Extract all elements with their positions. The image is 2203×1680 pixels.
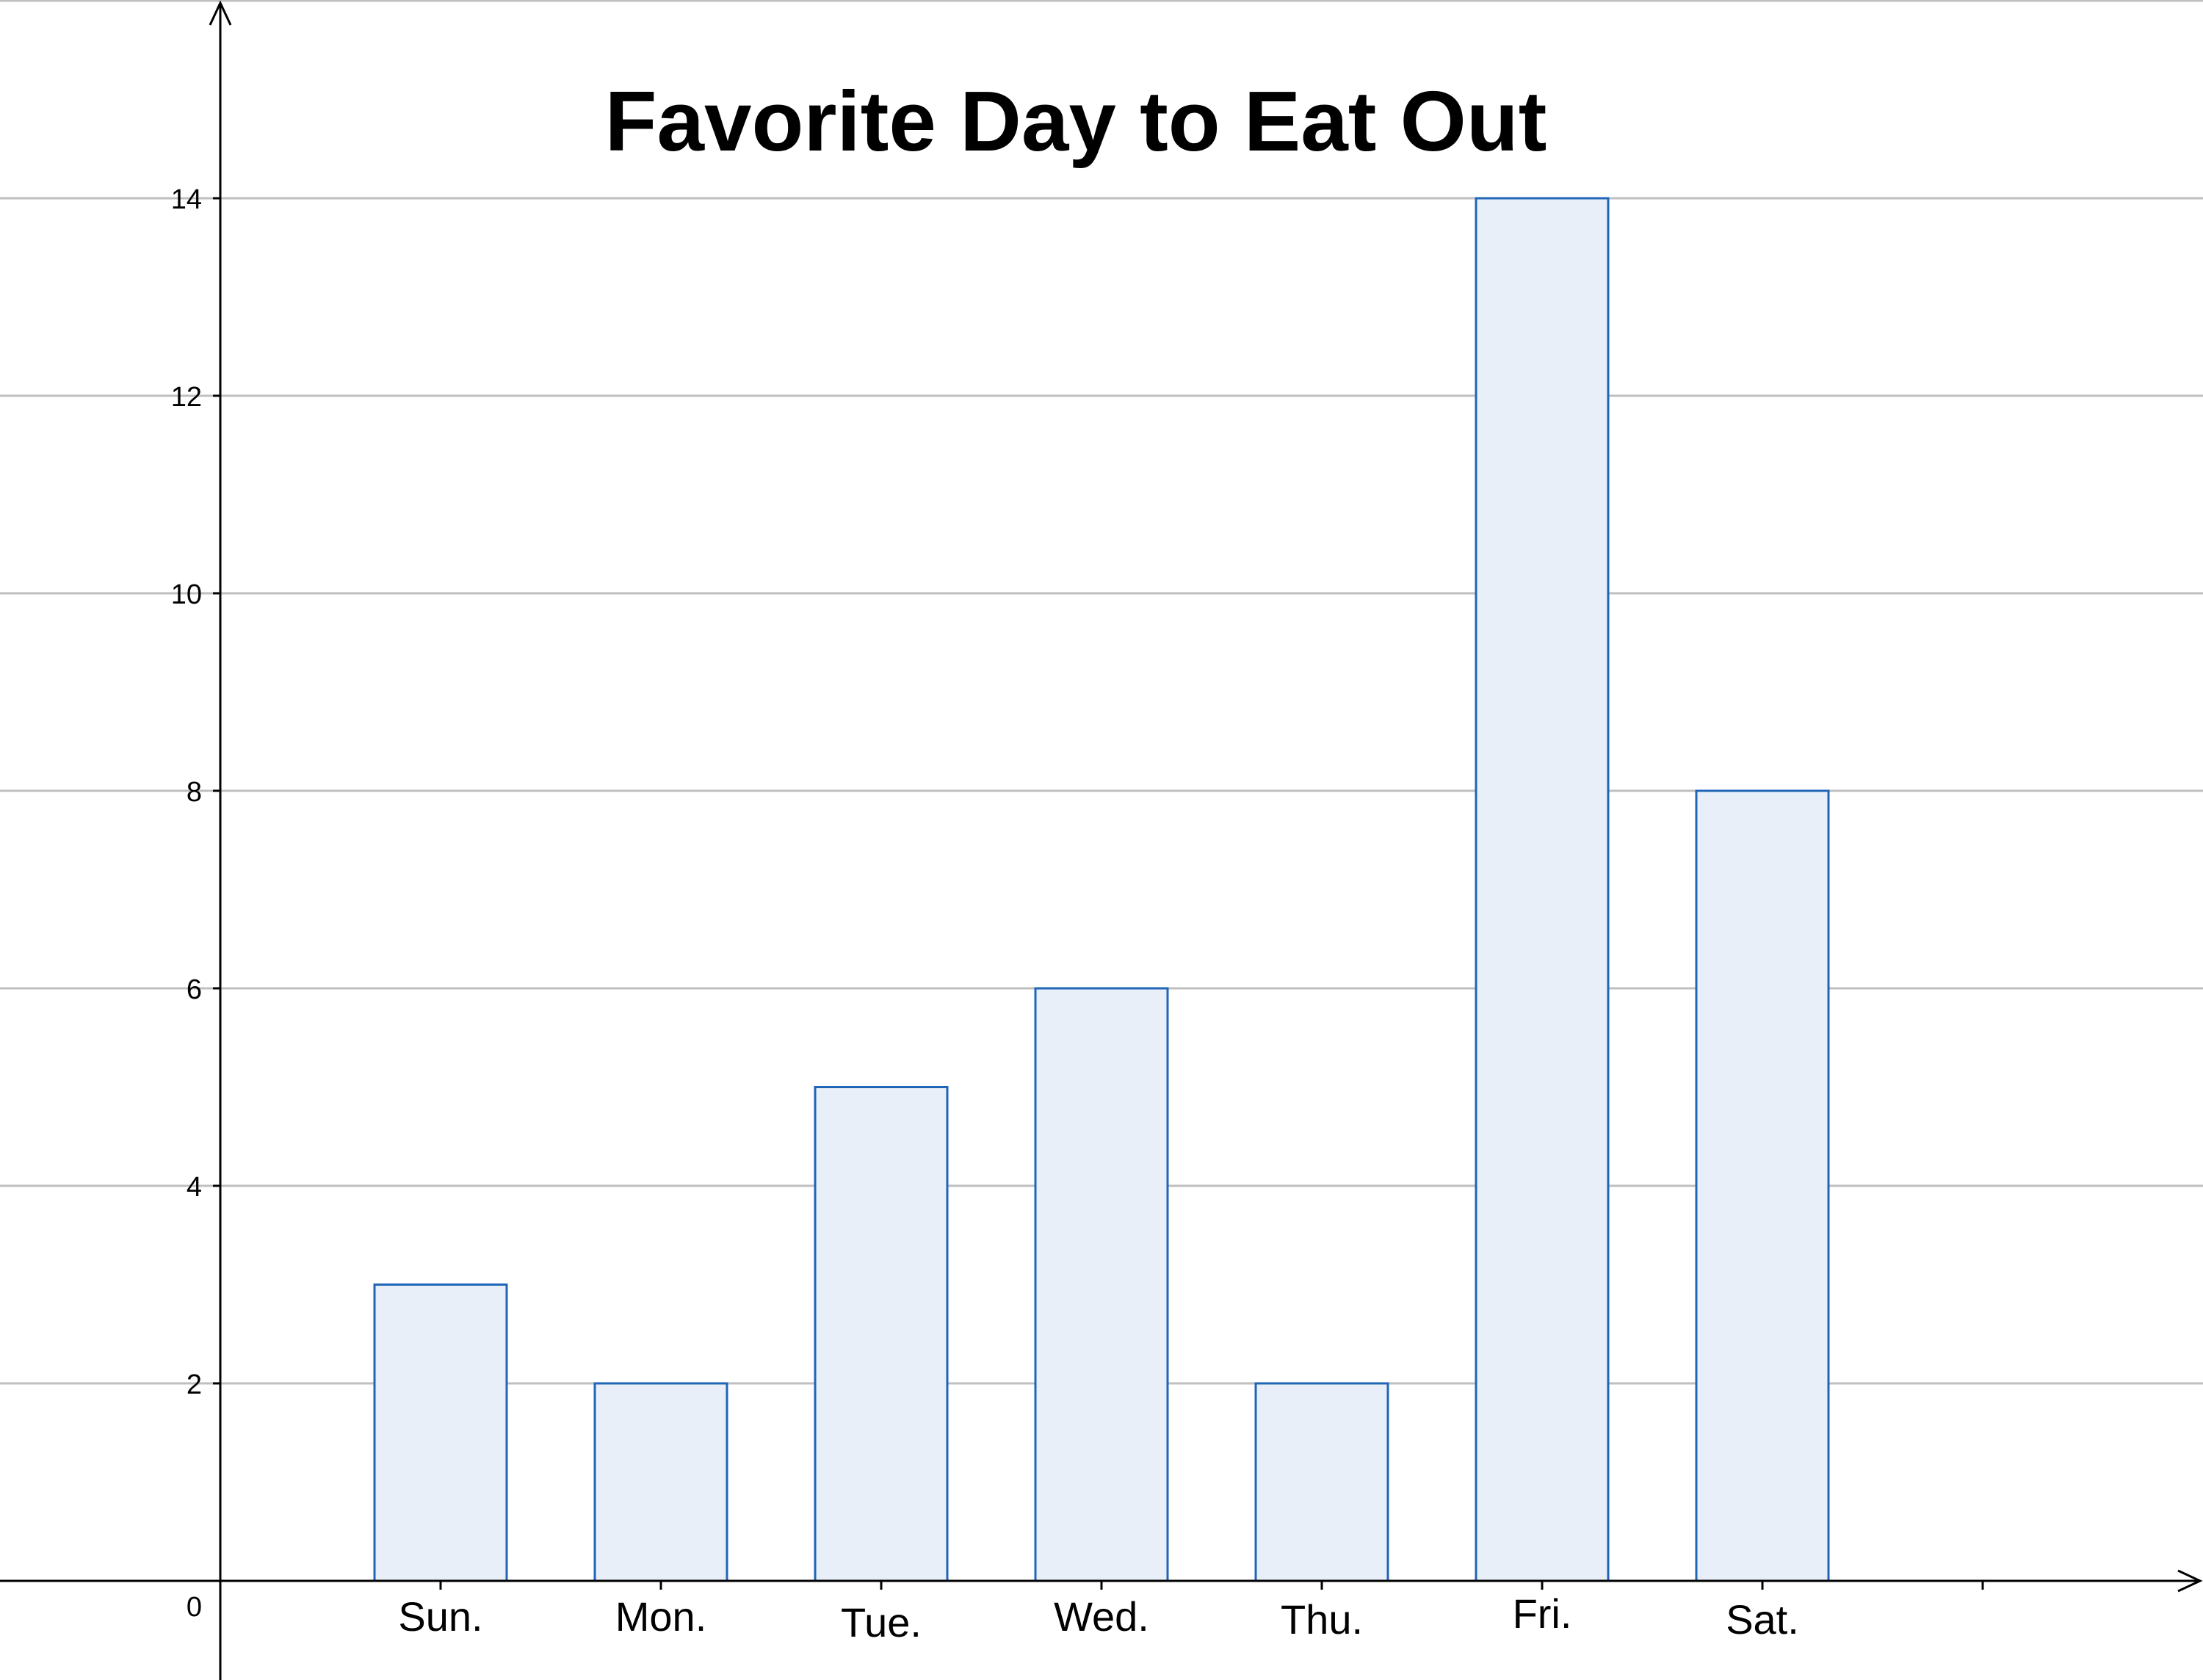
y-tick-label-12: 12: [171, 382, 202, 413]
x-label-tue: Tue.: [841, 1599, 922, 1645]
bar-fri: [1475, 197, 1610, 1582]
tick-labels: 0 2 4 6 8 10 12 14 Sun. Mon. Tue. Wed. Thu. Fri. Sat.: [171, 184, 1799, 1645]
bar-mon: [593, 1382, 728, 1582]
x-label-sun: Sun.: [398, 1593, 482, 1640]
x-label-wed: Wed.: [1054, 1593, 1149, 1640]
bars: [373, 197, 1830, 1582]
x-axis-arrow: [2177, 1569, 2203, 1593]
y-tick-label-8: 8: [187, 777, 202, 808]
x-label-fri: Fri.: [1513, 1590, 1572, 1637]
x-label-thu: Thu.: [1281, 1596, 1363, 1643]
y-tick-label-6: 6: [187, 974, 202, 1005]
x-label-sat: Sat.: [1726, 1596, 1799, 1643]
bar-sun: [373, 1283, 508, 1582]
bar-wed: [1034, 987, 1169, 1582]
bar-tue: [814, 1086, 949, 1582]
y-tick-label-2: 2: [187, 1369, 202, 1400]
y-tick-label-10: 10: [171, 579, 202, 610]
chart-title: Favorite Day to Eat Out: [605, 73, 1547, 169]
y-tick-label-4: 4: [187, 1172, 202, 1203]
bar-sat: [1695, 789, 1830, 1582]
x-label-mon: Mon.: [615, 1593, 707, 1640]
y-axis-arrow: [209, 0, 232, 26]
y-tick-label-0: 0: [187, 1592, 202, 1623]
bar-thu: [1254, 1382, 1389, 1582]
y-tick-label-14: 14: [171, 184, 202, 215]
